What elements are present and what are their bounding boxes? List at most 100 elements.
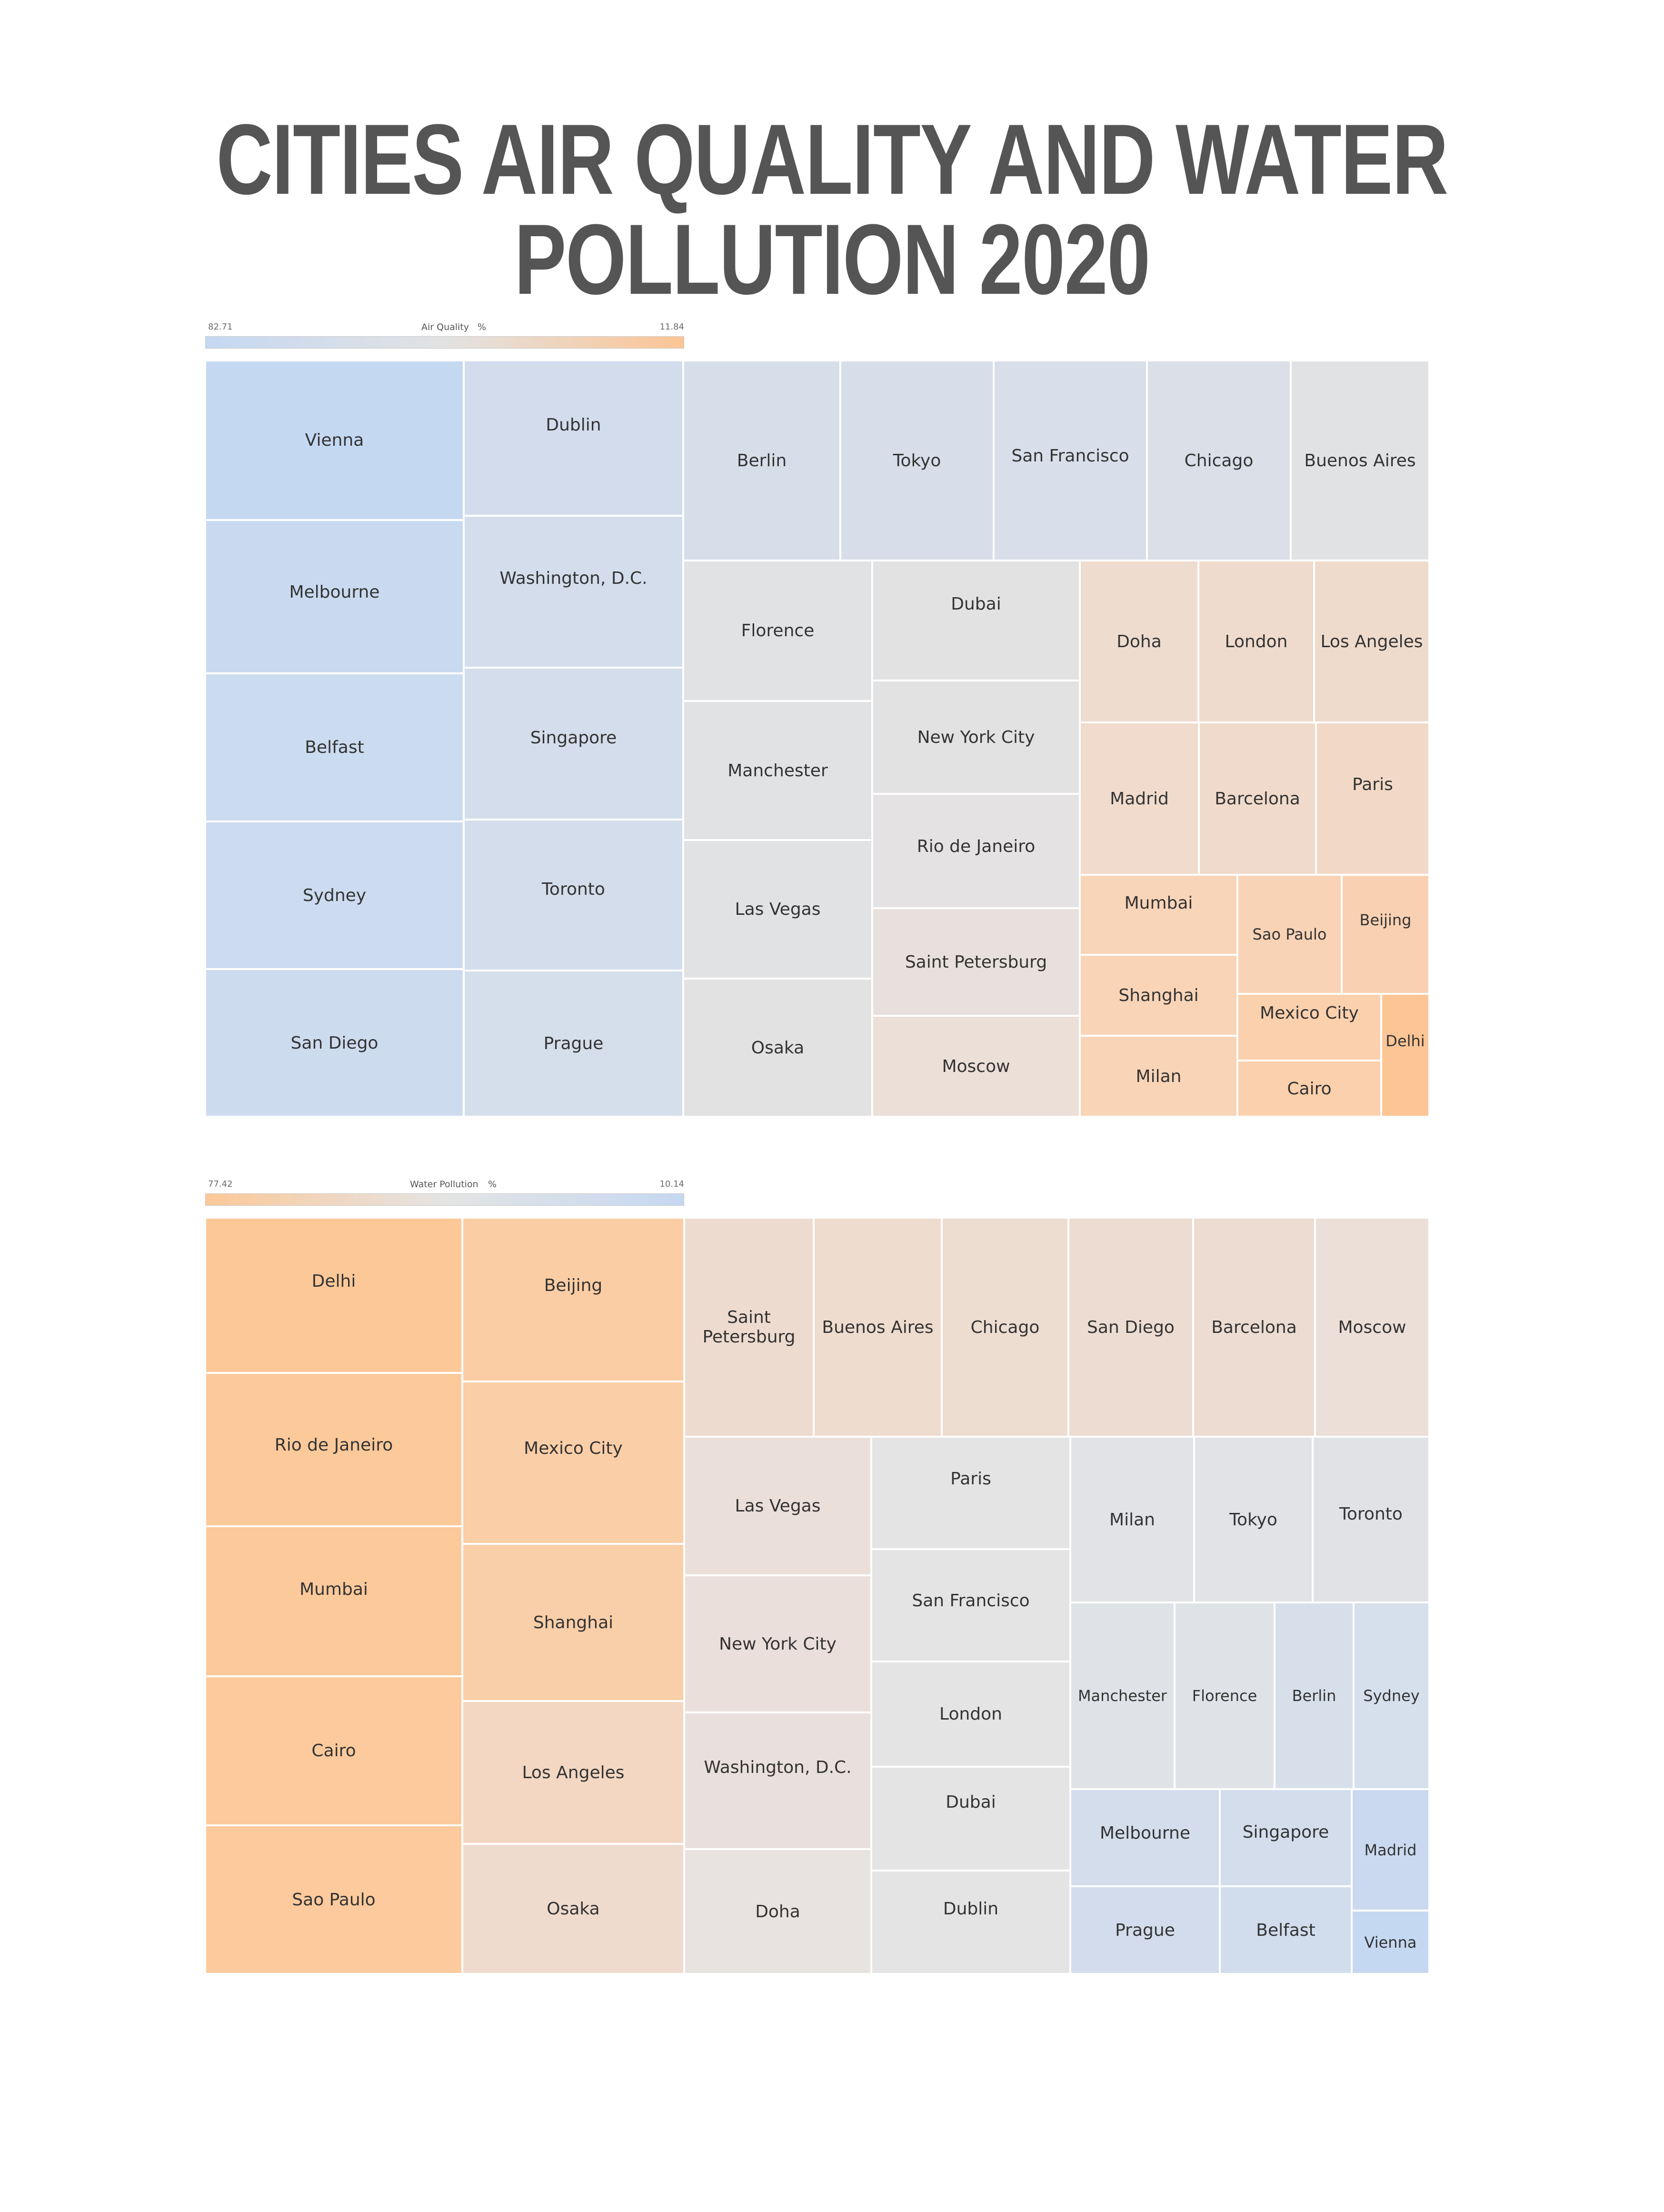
tile-saint-petersburg: Saint Petersburg [872,908,1080,1016]
tile-label: Toronto [1339,1504,1403,1524]
tile-label: Doha [755,1902,800,1922]
tile-manchester: Manchester [683,701,872,840]
tile-label: Milan [1109,1510,1155,1530]
tile-shanghai: Shanghai [1080,955,1237,1036]
tile-sydney: Sydney [1354,1602,1429,1789]
tile-label: London [1225,631,1288,651]
tile-label: Delhi [311,1271,356,1291]
tile-label: Paris [1352,774,1393,794]
tile-paris: Paris [1316,722,1429,875]
tile-belfast: Belfast [1220,1886,1352,1974]
tile-london: London [1198,561,1314,722]
legend-color-bar [205,336,684,349]
tile-label: Delhi [1385,1032,1425,1050]
tile-las-vegas: Las Vegas [683,840,872,979]
tile-madrid: Madrid [1080,722,1199,875]
tile-washington-d-c: Washington, D.C. [464,516,683,668]
tile-label: Manchester [727,761,828,781]
tile-florence: Florence [1175,1602,1275,1789]
tile-washington-d-c: Washington, D.C. [684,1712,871,1849]
tile-label: Sydney [1363,1687,1420,1705]
tile-san-francisco: San Francisco [871,1549,1070,1662]
tile-label: Milan [1136,1066,1182,1086]
tile-label: San Francisco [912,1591,1030,1611]
tile-label: Madrid [1110,789,1169,809]
tile-prague: Prague [464,971,683,1117]
tile-shanghai: Shanghai [462,1544,684,1701]
tile-label: Singapore [1242,1822,1329,1842]
tile-london: London [871,1662,1070,1767]
water-pollution-legend: 77.42 Water Pollution % 10.14 [205,1174,684,1206]
tile-buenos-aires: Buenos Aires [814,1218,942,1437]
tile-moscow: Moscow [872,1016,1080,1117]
legend-unit: % [488,1179,497,1190]
tile-label: Prague [1115,1920,1175,1940]
tile-label: Mumbai [1124,893,1193,913]
tile-label: Cairo [311,1741,356,1761]
tile-beijing: Beijing [462,1218,684,1381]
tile-milan: Milan [1080,1036,1237,1117]
tile-tokyo: Tokyo [840,360,994,561]
tile-label: San Diego [1087,1317,1175,1337]
tile-label: Mumbai [299,1580,368,1599]
tile-label: Beijing [1359,911,1412,929]
tile-label: Vienna [305,430,364,450]
tile-label: Cairo [1287,1079,1332,1099]
legend-color-bar [205,1193,684,1206]
tile-osaka: Osaka [462,1844,684,1974]
tile-label: Las Vegas [735,900,821,919]
tile-doha: Doha [684,1849,871,1974]
tile-label: Berlin [1292,1687,1336,1705]
tile-label: Sao Paulo [292,1890,376,1910]
tile-sydney: Sydney [205,821,464,969]
tile-label: Mexico City [1260,1003,1359,1023]
tile-label: Madrid [1364,1841,1417,1859]
tile-rio-de-janeiro: Rio de Janeiro [205,1373,462,1526]
tile-label: San Diego [290,1033,379,1053]
tile-moscow: Moscow [1315,1218,1429,1437]
tile-madrid: Madrid [1352,1789,1429,1911]
tile-delhi: Delhi [205,1218,462,1373]
tile-cairo: Cairo [1237,1061,1381,1117]
legend-max-label: 10.14 [659,1179,684,1189]
tile-label: Saint Petersburg [905,952,1047,972]
tile-vienna: Vienna [1352,1911,1429,1974]
tile-label: Toronto [542,880,605,899]
tile-label: Dublin [943,1899,999,1919]
legend-unit: % [478,322,487,332]
tile-label: Manchester [1077,1687,1167,1705]
legend-title: Air Quality [421,322,469,332]
tile-label: New York City [917,727,1035,747]
tile-label: Rio de Janeiro [917,836,1036,856]
tile-sao-paulo: Sao Paulo [1237,875,1342,994]
water-pollution-treemap: Delhi Rio de Janeiro Mumbai Cairo Sao Paulo B… [205,1218,1429,1974]
tile-label: Moscow [942,1056,1010,1076]
tile-toronto: Toronto [464,820,683,971]
tile-paris: Paris [871,1437,1070,1549]
tile-dubai: Dubai [872,561,1080,681]
tile-label: Las Vegas [735,1496,821,1516]
tile-label: Vienna [1364,1933,1417,1952]
tile-new-york-city: New York City [684,1575,871,1712]
tile-mexico-city: Mexico City [1237,994,1381,1061]
tile-label: Belfast [305,738,364,757]
tile-label: Sydney [302,885,367,905]
tile-label: New York City [719,1634,837,1654]
legend-max-label: 11.84 [659,322,684,332]
tile-dublin: Dublin [464,360,683,516]
tile-dublin: Dublin [871,1871,1070,1974]
tile-label: Sao Paulo [1252,925,1327,943]
tile-label: Barcelona [1211,1317,1297,1337]
tile-barcelona: Barcelona [1199,722,1316,875]
tile-label: Melbourne [1099,1823,1191,1843]
tile-label: Florence [1192,1687,1257,1705]
water-pollution-chart: 77.42 Water Pollution % 10.14 Delhi Rio d… [205,1174,1429,1974]
tile-sao-paulo: Sao Paulo [205,1825,462,1974]
tile-berlin: Berlin [1275,1602,1354,1789]
tile-beijing: Beijing [1342,875,1429,994]
tile-mumbai: Mumbai [205,1526,462,1676]
tile-label: Los Angeles [1320,631,1423,651]
tile-florence: Florence [683,561,872,701]
tile-saint-petersburg: Saint Petersburg [684,1218,814,1437]
legend-min-label: 77.42 [208,1179,233,1189]
